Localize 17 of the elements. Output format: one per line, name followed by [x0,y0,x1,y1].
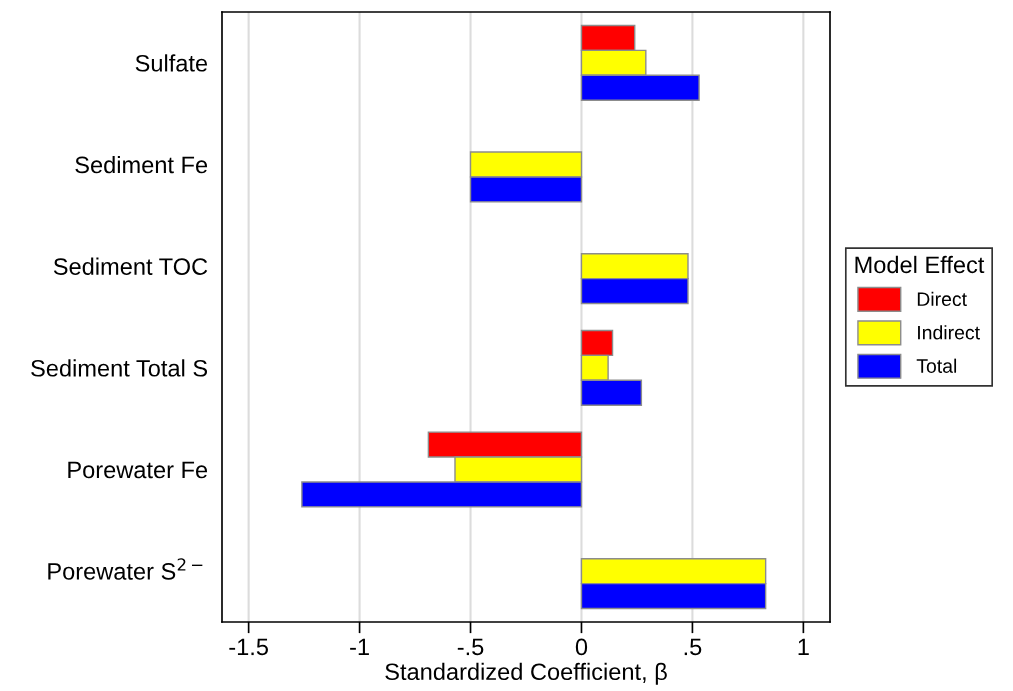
x-tick-label: 0 [575,638,588,656]
x-tick-label: -.5 [457,638,484,656]
y-tick-label: Sediment Total S [31,359,208,377]
x-tick-label: -1 [350,638,369,656]
y-tick-label: Porewater Fe [68,461,208,479]
x-axis-title: Standardized Coefficient, β [385,662,667,685]
y-tick-label: Sulfate [135,54,208,72]
legend-label: Total [916,358,957,373]
legend-label: Indirect [918,325,980,340]
x-tick-label: 1 [798,638,809,656]
y-tick-label: Sediment TOC [53,257,208,275]
legend-title: Model Effect [855,255,985,274]
x-tick-label: .5 [684,638,702,656]
x-tick-label: -1.5 [229,638,268,656]
legend-label: Direct [917,291,967,307]
y-tick-label: Sediment Fe [75,155,208,174]
y-tick-label: Porewater S$^{2−}$ [48,558,203,580]
